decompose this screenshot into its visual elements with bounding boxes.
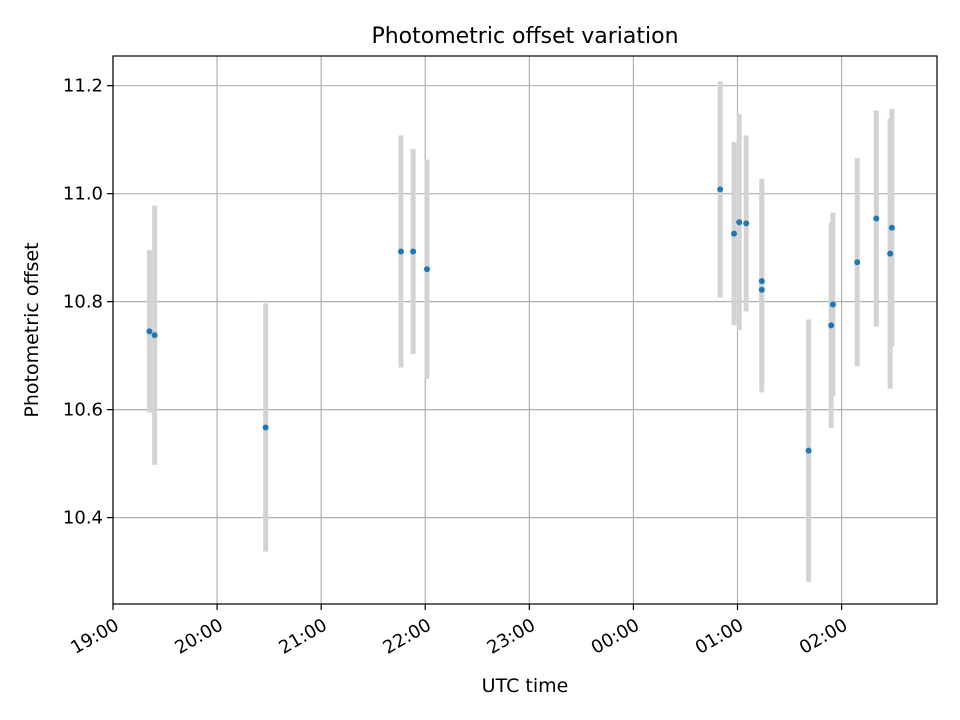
data-point [262,424,269,431]
data-point [873,215,880,222]
error-bars [146,81,895,582]
y-tick-label: 11.2 [63,76,103,97]
data-point [717,186,724,193]
data-point [829,301,836,308]
x-tick-label: 22:00 [380,615,435,659]
data-point [854,259,861,266]
plot-frame [112,55,938,605]
y-tick-label: 11.0 [63,184,103,205]
data-point [743,220,750,227]
data-point [146,328,153,335]
data-point [410,248,417,255]
data-points [146,186,895,454]
data-point [828,322,835,329]
x-tick-label: 19:00 [67,615,122,659]
x-tick-label: 00:00 [588,615,643,659]
x-tick-label: 20:00 [171,615,226,659]
x-axis: 19:00 20:00 21:00 22:00 23:00 00:00 01:00 02:00 [67,604,851,659]
grid [112,56,937,604]
y-axis-label: Photometric offset [21,242,43,417]
data-point [805,447,812,454]
data-point [151,332,158,339]
x-tick-label: 21:00 [275,615,330,659]
y-axis: 10.4 10.6 10.8 11.0 11.2 [63,76,113,529]
x-tick-label: 02:00 [796,615,851,659]
x-tick-label: 23:00 [484,615,539,659]
data-point [736,219,743,226]
data-point [423,266,430,273]
data-point [731,230,738,237]
data-point [397,248,404,255]
data-point [888,224,895,231]
x-axis-label: UTC time [482,675,569,697]
data-point [758,278,765,285]
data-point [758,286,765,293]
y-tick-label: 10.6 [63,400,103,421]
x-tick-label: 01:00 [692,615,747,659]
chart-title: Photometric offset variation [371,24,678,49]
y-tick-label: 10.4 [63,508,103,529]
y-tick-label: 10.8 [63,292,103,313]
data-point [887,250,894,257]
